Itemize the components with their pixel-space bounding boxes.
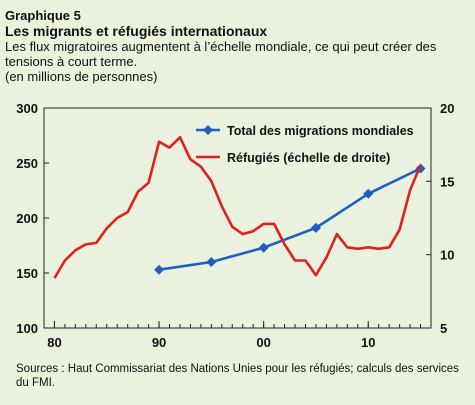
y-right-tick-label: 20: [440, 101, 454, 116]
migrations-line: [158, 167, 422, 271]
y-left-tick-label: 150: [16, 266, 38, 281]
legend-label-refugees: Réfugiés (échelle de droite): [227, 151, 390, 165]
chart-units: (en millions de personnes): [5, 69, 158, 84]
y-left-tick-label: 100: [16, 321, 38, 336]
y-right-tick-label: 5: [440, 321, 447, 336]
chart-legend: Total des migrations mondiales Réfugiés (…: [196, 124, 414, 165]
x-tick-label: 80: [47, 335, 61, 350]
chart-axes: 100 150 200 250 300 5 10 15 20 80 90 00 10: [16, 101, 454, 350]
legend-label-migrations: Total des migrations mondiales: [227, 124, 414, 138]
chart-source: Sources : Haut Commissariat des Nations …: [16, 363, 459, 389]
x-tick-label: 00: [256, 335, 270, 350]
migrations-point: [206, 257, 217, 267]
y-left-tick-label: 250: [16, 156, 38, 171]
migrations-point: [258, 242, 269, 253]
x-tick-label: 90: [152, 335, 166, 350]
refugees-line: [53, 136, 422, 279]
plot-frame: [43, 107, 432, 329]
chart-subtitle: Les flux migratoires augmentent à l’éche…: [5, 39, 437, 69]
migrations-point: [154, 264, 165, 275]
migrations-point: [310, 222, 321, 233]
y-right-tick-label: 10: [440, 248, 454, 263]
y-left-tick-label: 300: [16, 101, 38, 116]
migrations-point: [363, 188, 374, 199]
chart-title: Les migrants et réfugiés internationaux: [5, 23, 268, 39]
figure-label: Graphique 5: [5, 8, 81, 23]
legend-marker-migrations: [203, 125, 213, 135]
x-tick-label: 10: [361, 335, 375, 350]
chart-series: [53, 136, 426, 279]
y-right-tick-label: 15: [440, 174, 454, 189]
y-left-tick-label: 200: [16, 211, 38, 226]
header: Graphique 5 Les migrants et réfugiés int…: [5, 8, 470, 84]
